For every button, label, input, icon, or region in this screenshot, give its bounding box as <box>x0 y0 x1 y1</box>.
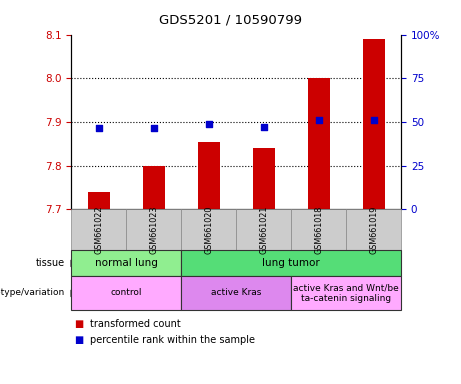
Text: genotype/variation: genotype/variation <box>0 288 65 298</box>
Bar <box>198 142 220 209</box>
Text: transformed count: transformed count <box>90 319 181 329</box>
Text: tissue: tissue <box>35 258 65 268</box>
Point <box>95 126 103 132</box>
Point <box>370 117 377 123</box>
Text: normal lung: normal lung <box>95 258 158 268</box>
Text: percentile rank within the sample: percentile rank within the sample <box>90 335 255 345</box>
Bar <box>253 148 275 209</box>
Text: ▶: ▶ <box>70 288 77 298</box>
Point <box>260 124 267 130</box>
Text: ■: ■ <box>74 335 83 345</box>
Bar <box>88 192 110 209</box>
Bar <box>143 166 165 209</box>
Text: GSM661021: GSM661021 <box>259 205 268 253</box>
Text: lung tumor: lung tumor <box>262 258 320 268</box>
Text: active Kras: active Kras <box>211 288 261 298</box>
Point <box>205 121 213 127</box>
Text: GSM661018: GSM661018 <box>314 205 323 253</box>
Point <box>150 126 158 132</box>
Text: ▶: ▶ <box>70 258 77 268</box>
Text: GSM661023: GSM661023 <box>149 205 159 253</box>
Bar <box>363 39 384 209</box>
Text: GSM661022: GSM661022 <box>95 205 103 254</box>
Bar <box>307 78 330 209</box>
Text: GDS5201 / 10590799: GDS5201 / 10590799 <box>159 13 302 26</box>
Text: active Kras and Wnt/be
ta-catenin signaling: active Kras and Wnt/be ta-catenin signal… <box>293 283 399 303</box>
Text: GSM661020: GSM661020 <box>204 205 213 253</box>
Text: control: control <box>111 288 142 298</box>
Point <box>315 117 322 123</box>
Text: GSM661019: GSM661019 <box>369 205 378 253</box>
Text: ■: ■ <box>74 319 83 329</box>
